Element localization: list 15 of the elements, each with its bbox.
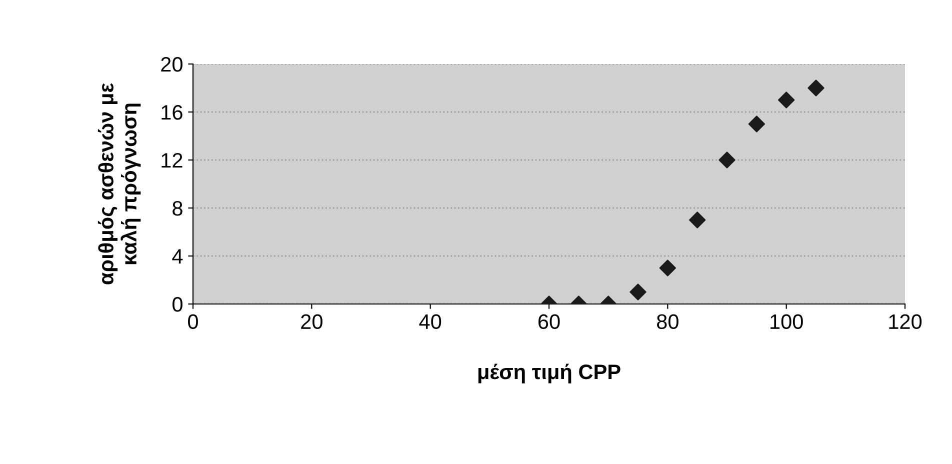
y-axis-title: αριθμός ασθενών με καλή πρόγνωση xyxy=(98,83,141,284)
y-tick-label: 0 xyxy=(172,297,182,312)
y-tick-label: 20 xyxy=(161,57,182,72)
y-tick-label: 12 xyxy=(162,153,182,168)
x-tick-label: 120 xyxy=(889,314,922,330)
x-tick-label: 60 xyxy=(538,314,560,330)
x-tick-label: 20 xyxy=(301,314,322,330)
y-tick-label: 4 xyxy=(172,249,183,264)
x-axis-title: μέση τιμή CPP xyxy=(478,364,620,384)
x-tick-label: 100 xyxy=(770,314,803,330)
x-tick-label: 40 xyxy=(419,314,442,330)
x-tick-label: 0 xyxy=(188,314,198,330)
x-tick-label: 80 xyxy=(656,314,678,330)
y-tick-label: 16 xyxy=(162,105,182,120)
y-tick-label: 8 xyxy=(172,201,182,216)
